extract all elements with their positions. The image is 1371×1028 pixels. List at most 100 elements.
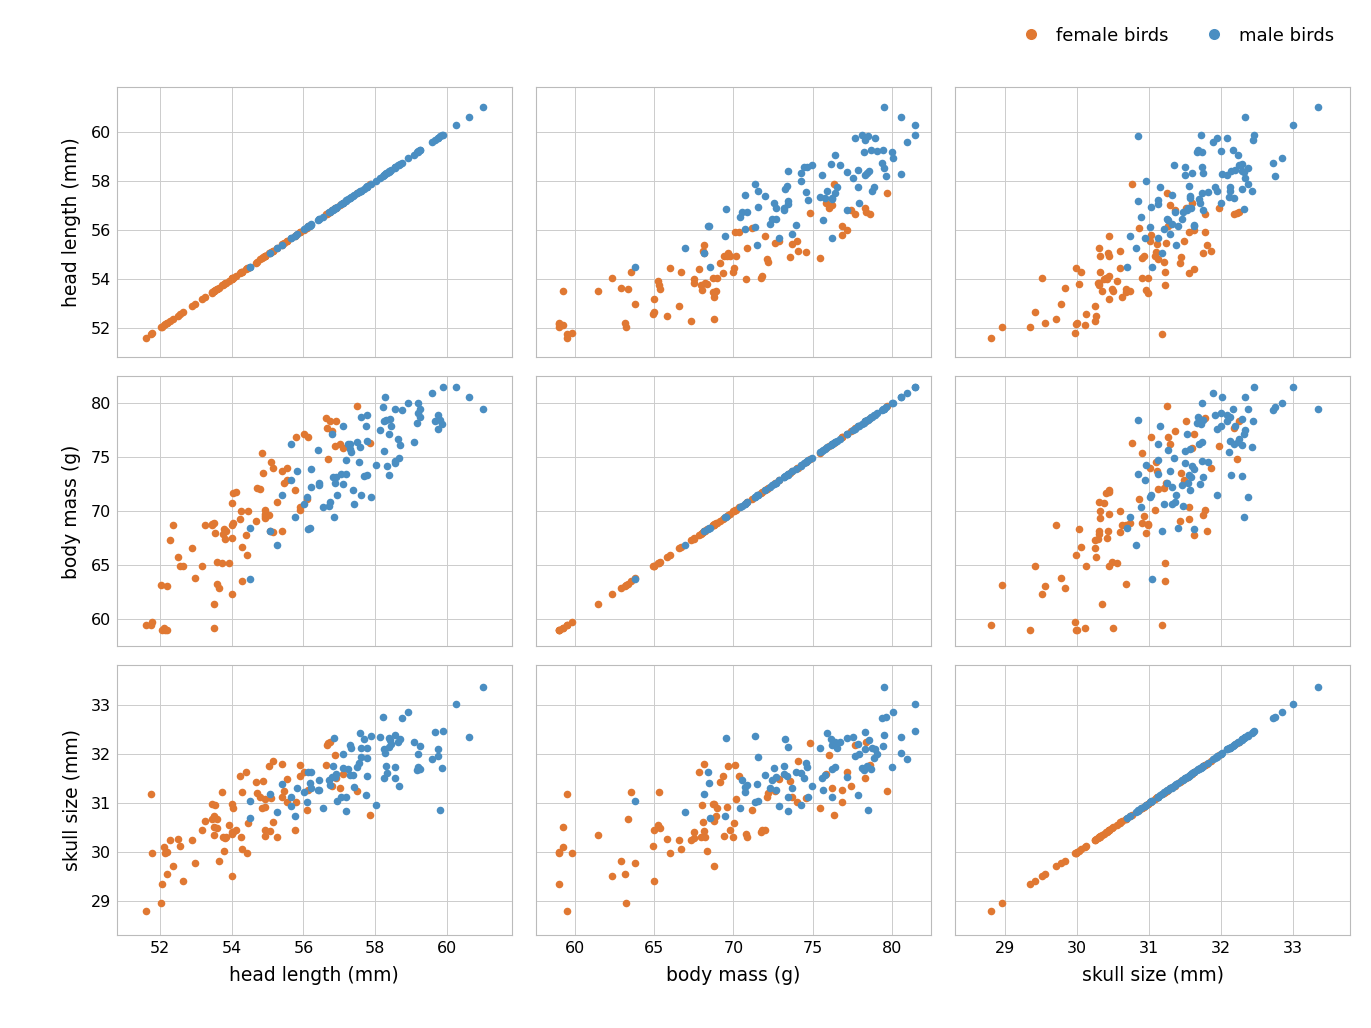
Point	[221, 494, 243, 511]
Point	[882, 395, 903, 411]
Point	[1179, 482, 1201, 499]
Point	[1154, 475, 1176, 491]
Point	[684, 270, 706, 287]
Point	[319, 413, 341, 430]
Point	[809, 740, 831, 757]
Point	[207, 280, 229, 296]
Point	[134, 617, 156, 633]
Point	[1205, 748, 1227, 765]
Point	[1139, 488, 1161, 505]
Point	[548, 622, 570, 638]
Point	[716, 508, 738, 524]
Point	[300, 478, 322, 494]
Point	[1233, 200, 1254, 217]
Point	[229, 768, 251, 784]
Point	[688, 764, 710, 780]
Point	[861, 182, 883, 198]
Point	[361, 176, 383, 192]
Point	[733, 784, 755, 801]
Point	[322, 201, 344, 218]
Point	[325, 469, 347, 485]
Point	[151, 876, 173, 892]
Point	[1084, 307, 1106, 324]
Point	[317, 451, 339, 468]
Point	[1206, 420, 1228, 437]
Point	[720, 821, 742, 838]
Point	[617, 576, 639, 592]
Point	[151, 622, 173, 638]
Point	[1102, 819, 1124, 836]
Point	[221, 529, 243, 546]
Point	[1191, 395, 1213, 411]
Point	[829, 431, 851, 447]
Point	[668, 298, 690, 315]
Point	[821, 436, 843, 452]
Point	[1065, 316, 1087, 332]
Point	[1178, 768, 1200, 784]
Point	[262, 752, 284, 769]
Point	[1098, 482, 1120, 499]
Point	[980, 617, 1002, 633]
Point	[317, 735, 339, 751]
Point	[825, 433, 847, 449]
Point	[325, 768, 347, 784]
Point	[809, 189, 831, 206]
Point	[218, 816, 240, 833]
Point	[668, 832, 690, 848]
Point	[617, 281, 639, 297]
Point	[280, 436, 302, 452]
Point	[222, 515, 244, 531]
Point	[293, 784, 315, 801]
Point	[829, 157, 851, 174]
Point	[694, 245, 716, 261]
Point	[206, 810, 228, 827]
Point	[391, 154, 413, 171]
Point	[784, 461, 806, 477]
Point	[1127, 411, 1149, 428]
Point	[356, 467, 378, 483]
Point	[698, 218, 720, 234]
Point	[1102, 620, 1124, 636]
Point	[273, 475, 295, 491]
Point	[694, 823, 716, 840]
Point	[702, 284, 724, 300]
Point	[1031, 270, 1053, 287]
Point	[284, 227, 306, 244]
Point	[905, 723, 927, 739]
Point	[151, 319, 173, 335]
Point	[211, 783, 233, 800]
Point	[854, 132, 876, 148]
Point	[296, 794, 318, 810]
Point	[816, 725, 838, 741]
Point	[750, 823, 772, 840]
Point	[779, 465, 801, 481]
Point	[296, 219, 318, 235]
Point	[1204, 179, 1226, 195]
Point	[691, 524, 713, 541]
Point	[211, 554, 233, 571]
Point	[1089, 525, 1111, 542]
Point	[744, 794, 766, 810]
Point	[680, 313, 702, 329]
Point	[762, 476, 784, 492]
Point	[1109, 243, 1131, 259]
Point	[831, 429, 853, 445]
Point	[1220, 739, 1242, 756]
Point	[875, 168, 897, 184]
Point	[1194, 757, 1216, 773]
Point	[784, 217, 806, 233]
Point	[750, 822, 772, 839]
Point	[1183, 261, 1205, 278]
Point	[1089, 829, 1111, 845]
Point	[821, 190, 843, 207]
Point	[858, 162, 880, 179]
Point	[167, 307, 189, 324]
Point	[754, 188, 776, 205]
Point	[795, 755, 817, 771]
Point	[1131, 209, 1153, 225]
Point	[1157, 429, 1179, 445]
Point	[159, 832, 181, 848]
Point	[781, 226, 803, 243]
Point	[271, 788, 293, 805]
Point	[1163, 156, 1185, 173]
